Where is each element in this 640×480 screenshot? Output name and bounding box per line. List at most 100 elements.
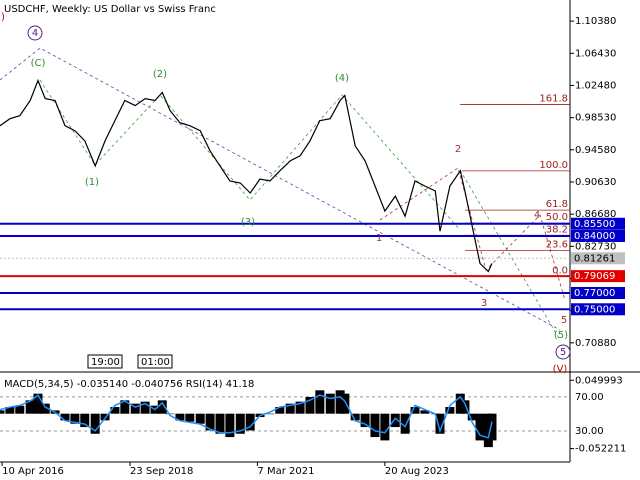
price-tag-label: 0.81261	[574, 253, 615, 264]
macd-bar	[360, 413, 370, 428]
macd-bar	[380, 413, 390, 441]
macd-bar	[445, 407, 455, 414]
wave-label: 4	[32, 28, 38, 39]
macd-bar	[410, 407, 420, 414]
y-tick-label: 0.94580	[575, 145, 616, 156]
y-tick-label: 1.02480	[575, 80, 616, 91]
fib-label: 38.2	[546, 224, 568, 235]
time-label: 01:00	[141, 357, 170, 368]
y-tick-label: 0.70880	[575, 338, 616, 349]
price-tag	[571, 252, 625, 265]
macd-bar	[467, 413, 477, 421]
wave-label: )	[1, 12, 5, 23]
y-tick-label: 0.90630	[575, 177, 616, 188]
x-tick-label: 23 Sep 2018	[130, 466, 193, 477]
wave-line	[459, 169, 561, 341]
wave-label: (2)	[153, 69, 167, 80]
wave-label: (1)	[85, 177, 99, 188]
wave-label: 5	[560, 347, 566, 358]
wave-label: (V)	[553, 364, 568, 375]
y-tick-label: 0.98530	[575, 113, 616, 124]
annotation-circle	[555, 344, 571, 360]
x-tick-label: 20 Aug 2023	[385, 466, 449, 477]
macd-bar	[140, 401, 150, 414]
macd-bar	[305, 396, 315, 414]
y-tick-label: -0.052211	[575, 444, 626, 455]
price-tag-label: 0.79069	[574, 271, 615, 282]
fib-label: 50.0	[546, 212, 568, 223]
wave-label: (C)	[31, 58, 46, 69]
y-tick-label: 0.82730	[575, 241, 616, 252]
price-tag	[571, 217, 625, 230]
macd-bar	[475, 413, 485, 441]
wave-label: 2	[455, 144, 461, 155]
macd-bar	[33, 393, 43, 414]
y-tick-label: 0.86680	[575, 209, 616, 220]
price-tag-label: 0.84000	[574, 231, 615, 242]
macd-bar	[245, 413, 255, 431]
macd-bar	[25, 400, 35, 414]
y-tick-label: 1.10380	[575, 16, 616, 27]
annotation-circle	[27, 25, 43, 41]
time-box	[137, 354, 173, 369]
macd-bar	[275, 407, 285, 414]
macd-bar	[435, 413, 445, 434]
macd-bar	[80, 413, 90, 428]
macd-bar	[315, 390, 325, 414]
macd-bar	[130, 403, 140, 414]
macd-bar	[295, 401, 305, 414]
y-tick-label: 1.06430	[575, 48, 616, 59]
wave-label: (4)	[335, 73, 349, 84]
macd-bar	[5, 407, 15, 414]
macd-bar	[15, 405, 25, 414]
macd-bar	[60, 413, 70, 421]
fib-label: 100.0	[539, 160, 568, 171]
fib-label: 161.8	[539, 94, 568, 105]
wave-line	[39, 79, 461, 231]
fib-label: 23.6	[546, 239, 568, 250]
indicator-title: MACD(5,34,5) -0.035140 -0.040756 RSI(14)…	[4, 379, 254, 390]
price-tag	[571, 286, 625, 299]
macd-bar	[350, 413, 360, 421]
macd-bar	[195, 413, 205, 424]
macd-bar	[340, 393, 350, 414]
time-box	[87, 354, 123, 369]
macd-bar	[390, 413, 400, 428]
rsi-line	[0, 393, 493, 439]
macd-bar	[205, 413, 215, 431]
y2-tick-label: 30.00	[575, 426, 604, 437]
price-tag	[571, 270, 625, 283]
macd-bar	[165, 413, 175, 415]
wave-label: 3	[481, 298, 487, 309]
wave-label: (5)	[554, 330, 568, 341]
fib-label: 0.0	[552, 266, 568, 277]
wave-label: 5	[561, 315, 567, 326]
y2-tick-label: 70.00	[575, 392, 604, 403]
macd-bar	[285, 403, 295, 414]
macd-bar	[215, 413, 225, 434]
price-tag-label: 0.75000	[574, 304, 615, 315]
price-tag-label: 0.77000	[574, 288, 615, 299]
macd-bar	[335, 390, 345, 414]
price-tag	[571, 229, 625, 242]
wave-label: 4	[534, 210, 540, 221]
macd-bar	[185, 413, 195, 422]
macd-bar	[235, 413, 245, 434]
macd-bar	[420, 410, 430, 414]
x-tick-label: 10 Apr 2016	[2, 466, 64, 477]
price-tag-label: 0.85500	[574, 219, 615, 230]
y-tick-label: 0.049993	[575, 375, 623, 386]
macd-bar	[120, 400, 130, 414]
wave-label: (3)	[241, 217, 255, 228]
macd-bar	[370, 413, 380, 438]
macd-bar	[455, 393, 465, 414]
chart-title: USDCHF, Weekly: US Dollar vs Swiss Franc	[4, 4, 216, 15]
macd-bar	[0, 410, 5, 414]
wave-label: 1	[376, 233, 382, 244]
macd-bar	[400, 413, 410, 434]
macd-bar	[40, 403, 50, 414]
x-tick-label: 7 Mar 2021	[257, 466, 314, 477]
time-label: 19:00	[91, 357, 120, 368]
macd-bar	[157, 400, 167, 414]
